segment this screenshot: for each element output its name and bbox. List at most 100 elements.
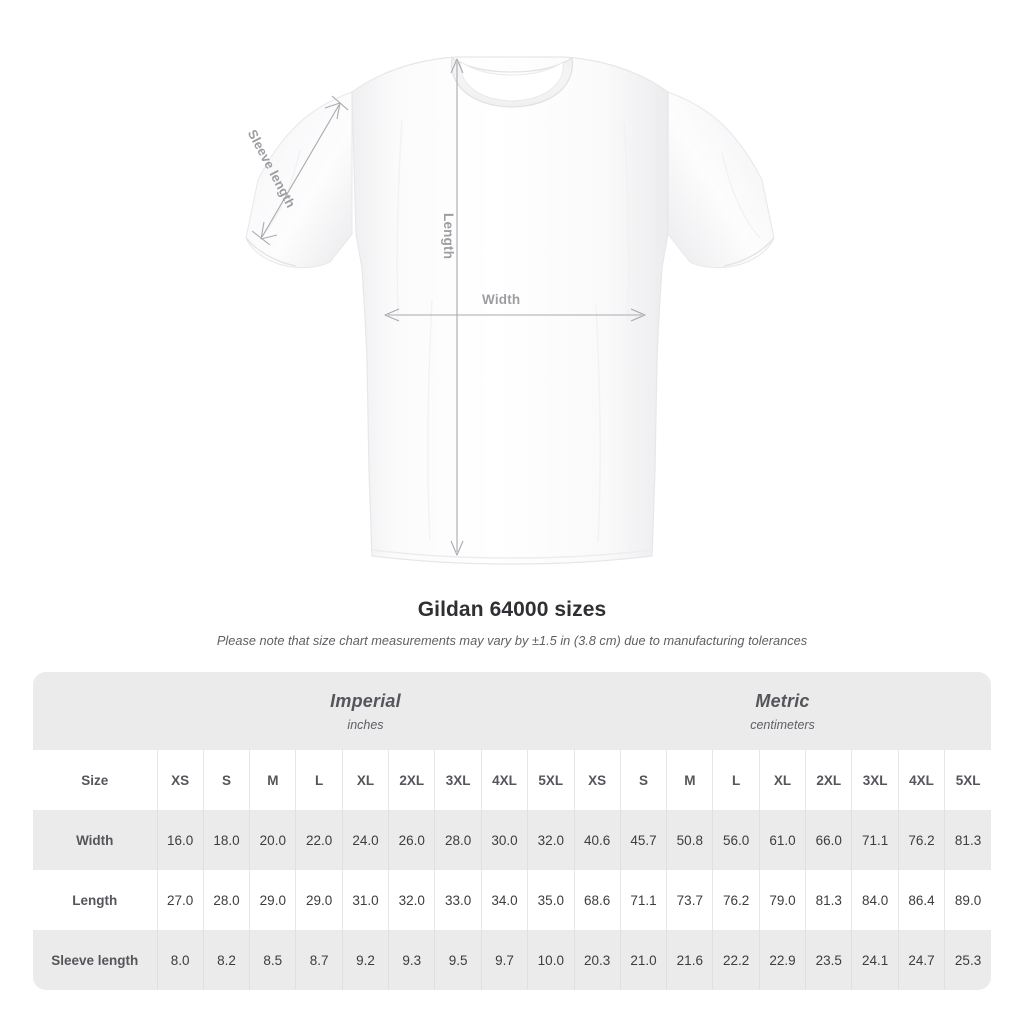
measurement-row-label: Sleeve length: [33, 930, 157, 990]
sleeve-tick-lower: [251, 230, 271, 246]
measurement-cell: 89.0: [944, 870, 991, 930]
table-corner-cell: [33, 672, 157, 750]
measurement-cell: 18.0: [202, 810, 250, 870]
measurement-cell: 76.2: [897, 810, 945, 870]
table-row: Width 16.0 18.0 20.0 22.0 24.0 26.0 28.0 30.0 32.…: [33, 810, 991, 870]
measurement-cell: 56.0: [712, 810, 760, 870]
measurement-cell: 26.0: [388, 810, 435, 870]
measurement-cell: 8.0: [156, 930, 204, 990]
measurement-cell: 9.3: [388, 930, 435, 990]
measurement-cell: 40.6: [573, 810, 621, 870]
measurement-cell: 34.0: [480, 870, 528, 930]
measurement-cell: 71.1: [851, 810, 899, 870]
size-header-cell: XS: [573, 750, 621, 810]
measurement-cell: 22.2: [712, 930, 760, 990]
measurement-cell: 28.0: [202, 870, 250, 930]
unit-system-unit: inches: [347, 717, 384, 732]
measurement-cell: 84.0: [851, 870, 899, 930]
size-chart-table: Imperial inches Metric centimeters Size XS S M L…: [33, 672, 991, 990]
title-block: Gildan 64000 sizes Please note that size…: [0, 598, 1024, 648]
width-dimension-label: Width: [482, 292, 521, 307]
measurement-guides: [251, 58, 646, 556]
measurement-cell: 9.7: [480, 930, 528, 990]
right-sleeve: [667, 91, 775, 269]
size-header-cell: XS: [156, 750, 204, 810]
measurement-cell: 16.0: [156, 810, 204, 870]
measurement-cell: 81.3: [944, 810, 991, 870]
measurement-cell: 81.3: [805, 870, 852, 930]
measurement-cell: 21.6: [666, 930, 713, 990]
size-header-cell: 4XL: [480, 750, 528, 810]
size-header-cell: 2XL: [805, 750, 852, 810]
size-header-cell: S: [619, 750, 667, 810]
size-header-cell: XL: [758, 750, 806, 810]
measurement-cell: 29.0: [295, 870, 343, 930]
measurement-cell: 32.0: [388, 870, 435, 930]
measurement-cell: 9.5: [434, 930, 482, 990]
size-header-cell: 5XL: [527, 750, 574, 810]
measurement-cell: 22.0: [295, 810, 343, 870]
size-header-cell: M: [666, 750, 713, 810]
measurement-cell: 25.3: [944, 930, 991, 990]
width-guide: [384, 308, 646, 322]
size-header-cell: L: [712, 750, 760, 810]
measurement-cell: 33.0: [434, 870, 482, 930]
collar-opening: [460, 61, 564, 102]
measurement-row-label: Length: [33, 870, 157, 930]
measurement-cell: 29.0: [249, 870, 296, 930]
unit-system-header-metric: Metric centimeters: [574, 672, 991, 750]
measurement-cell: 66.0: [805, 810, 852, 870]
right-sleeve-hem: [723, 237, 775, 267]
measurement-cell: 73.7: [666, 870, 713, 930]
size-header-cell: M: [249, 750, 296, 810]
left-sleeve: [245, 91, 353, 269]
measurement-cell: 35.0: [527, 870, 574, 930]
measurement-cell: 20.3: [573, 930, 621, 990]
length-dimension-label: Length: [441, 213, 456, 260]
measurement-cell: 71.1: [619, 870, 667, 930]
tolerance-note: Please note that size chart measurements…: [216, 633, 808, 648]
unit-system-name: Imperial: [330, 690, 401, 711]
tshirt-illustration: [245, 56, 775, 565]
unit-system-header-row: Imperial inches Metric centimeters: [33, 672, 991, 750]
size-column-header: Size: [33, 750, 157, 810]
measurement-cell: 22.9: [758, 930, 806, 990]
measurement-cell: 68.6: [573, 870, 621, 930]
measurement-cell: 10.0: [527, 930, 574, 990]
size-header-cell: XL: [341, 750, 389, 810]
measurement-cell: 21.0: [619, 930, 667, 990]
shirt-body: [351, 56, 669, 565]
measurement-cell: 61.0: [758, 810, 806, 870]
measurement-cell: 32.0: [527, 810, 574, 870]
page-title: Gildan 64000 sizes: [417, 598, 607, 621]
measurement-cell: 27.0: [156, 870, 204, 930]
size-chart-table-container: Imperial inches Metric centimeters Size XS S M L…: [33, 672, 991, 990]
measurement-cell: 79.0: [758, 870, 806, 930]
measurement-cell: 24.7: [897, 930, 945, 990]
measurement-cell: 24.1: [851, 930, 899, 990]
measurement-cell: 31.0: [341, 870, 389, 930]
measurement-row-label: Width: [33, 810, 157, 870]
unit-system-header-imperial: Imperial inches: [157, 672, 574, 750]
sleeve-length-guide: [251, 95, 349, 246]
size-header-row: Size XS S M L XL 2XL 3XL 4XL 5XL XS S M L XL 2XL 3XL 4XL 5…: [33, 750, 991, 810]
measurement-cell: 28.0: [434, 810, 482, 870]
size-header-cell: L: [295, 750, 343, 810]
measurement-cell: 76.2: [712, 870, 760, 930]
measurement-cell: 30.0: [480, 810, 528, 870]
measurement-cell: 45.7: [619, 810, 667, 870]
measurement-cell: 50.8: [666, 810, 713, 870]
table-row: Length 27.0 28.0 29.0 29.0 31.0 32.0 33.0 34.0 35…: [33, 870, 991, 930]
size-header-cell: S: [202, 750, 250, 810]
size-header-cell: 4XL: [897, 750, 945, 810]
size-header-cell: 3XL: [851, 750, 899, 810]
shirt-body-group: [245, 56, 775, 565]
unit-system-unit: centimeters: [750, 717, 815, 732]
measurement-cell: 23.5: [805, 930, 852, 990]
tshirt-diagram: Width Length Sleeve length: [245, 56, 775, 565]
size-header-cell: 5XL: [944, 750, 991, 810]
length-guide: [450, 58, 464, 556]
measurement-cell: 9.2: [341, 930, 389, 990]
table-row: Sleeve length 8.0 8.2 8.5 8.7 9.2 9.3 9.5 9.7 10.…: [33, 930, 991, 990]
left-sleeve-hem: [245, 237, 297, 267]
